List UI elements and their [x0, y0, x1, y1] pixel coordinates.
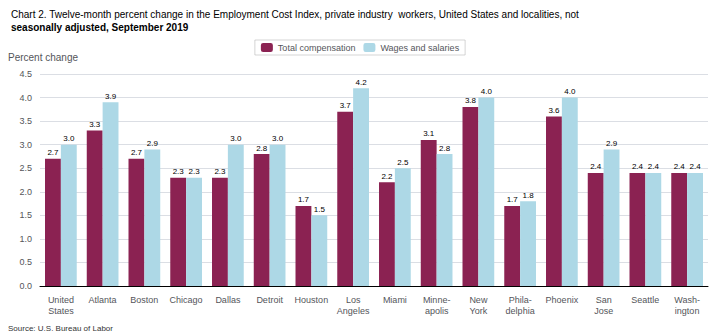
svg-text:2.0: 2.0	[19, 187, 32, 197]
svg-text:1.7: 1.7	[507, 195, 519, 204]
svg-text:2.4: 2.4	[590, 162, 602, 171]
svg-text:2.3: 2.3	[188, 167, 200, 176]
svg-text:2.3: 2.3	[173, 167, 185, 176]
svg-text:1.0: 1.0	[19, 234, 32, 244]
svg-text:3.0: 3.0	[230, 134, 242, 143]
svg-text:ington: ington	[675, 306, 700, 316]
svg-text:San: San	[596, 295, 612, 305]
svg-text:2.9: 2.9	[606, 139, 618, 148]
svg-text:4.5: 4.5	[19, 69, 32, 79]
svg-text:New: New	[469, 295, 488, 305]
svg-text:Los: Los	[346, 295, 361, 305]
svg-text:3.0: 3.0	[272, 134, 284, 143]
svg-text:3.0: 3.0	[63, 134, 75, 143]
svg-text:Source: U.S. Bureau of Labor: Source: U.S. Bureau of Labor	[8, 324, 113, 333]
svg-text:3.1: 3.1	[423, 129, 435, 138]
svg-text:1.5: 1.5	[314, 205, 326, 214]
svg-text:York: York	[470, 306, 488, 316]
svg-text:Chart 2. Twelve-month percent: Chart 2. Twelve-month percent change in …	[11, 9, 579, 20]
svg-text:0.0: 0.0	[19, 281, 32, 291]
svg-text:3.5: 3.5	[19, 116, 32, 126]
svg-text:Minne-: Minne-	[423, 295, 451, 305]
svg-text:2.5: 2.5	[19, 163, 32, 173]
svg-text:2.4: 2.4	[674, 162, 686, 171]
svg-text:2.9: 2.9	[147, 139, 159, 148]
svg-text:United: United	[48, 295, 74, 305]
svg-text:Phila-: Phila-	[509, 295, 532, 305]
svg-text:Miami: Miami	[383, 295, 407, 305]
svg-text:2.4: 2.4	[689, 162, 701, 171]
svg-text:Boston: Boston	[130, 295, 158, 305]
svg-text:Chicago: Chicago	[170, 295, 203, 305]
svg-text:2.8: 2.8	[439, 144, 451, 153]
svg-text:Seattle: Seattle	[631, 295, 659, 305]
svg-text:Jose: Jose	[594, 306, 613, 316]
svg-text:2.7: 2.7	[47, 148, 59, 157]
svg-text:2.4: 2.4	[648, 162, 660, 171]
svg-text:1.8: 1.8	[522, 191, 534, 200]
svg-text:Houston: Houston	[295, 295, 329, 305]
svg-text:3.0: 3.0	[19, 140, 32, 150]
svg-text:2.5: 2.5	[397, 158, 409, 167]
svg-text:0.5: 0.5	[19, 257, 32, 267]
svg-text:Detroit: Detroit	[256, 295, 283, 305]
svg-text:4.2: 4.2	[355, 78, 367, 87]
svg-text:2.3: 2.3	[214, 167, 226, 176]
svg-text:States: States	[48, 306, 74, 316]
svg-text:Total compensation: Total compensation	[278, 43, 356, 53]
svg-text:3.3: 3.3	[89, 120, 101, 129]
svg-text:2.7: 2.7	[131, 148, 143, 157]
svg-text:3.7: 3.7	[340, 101, 352, 110]
svg-text:4.0: 4.0	[481, 87, 493, 96]
svg-text:2.8: 2.8	[256, 144, 268, 153]
svg-text:2.4: 2.4	[632, 162, 644, 171]
svg-text:Percent change: Percent change	[8, 52, 78, 63]
svg-text:Wages and salaries: Wages and salaries	[380, 43, 459, 53]
svg-text:2.2: 2.2	[381, 172, 393, 181]
svg-text:Angeles: Angeles	[337, 306, 370, 316]
svg-text:1.5: 1.5	[19, 210, 32, 220]
svg-text:3.6: 3.6	[548, 106, 560, 115]
svg-text:Atlanta: Atlanta	[89, 295, 117, 305]
svg-text:seasonally adjusted, September: seasonally adjusted, September 2019	[11, 22, 189, 33]
svg-text:delphia: delphia	[506, 306, 535, 316]
svg-text:Phoenix: Phoenix	[546, 295, 579, 305]
svg-text:4.0: 4.0	[564, 87, 576, 96]
svg-text:Dallas: Dallas	[215, 295, 241, 305]
svg-text:1.7: 1.7	[298, 195, 310, 204]
svg-text:3.9: 3.9	[105, 92, 117, 101]
svg-text:3.8: 3.8	[465, 96, 477, 105]
svg-text:4.0: 4.0	[19, 93, 32, 103]
svg-text:apolis: apolis	[425, 306, 449, 316]
svg-text:Wash-: Wash-	[674, 295, 700, 305]
